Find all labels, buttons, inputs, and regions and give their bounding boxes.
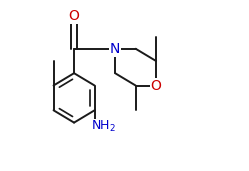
Text: O: O — [69, 9, 79, 23]
Text: N: N — [110, 42, 120, 56]
Text: O: O — [151, 78, 162, 93]
Text: NH$_2$: NH$_2$ — [91, 119, 117, 134]
